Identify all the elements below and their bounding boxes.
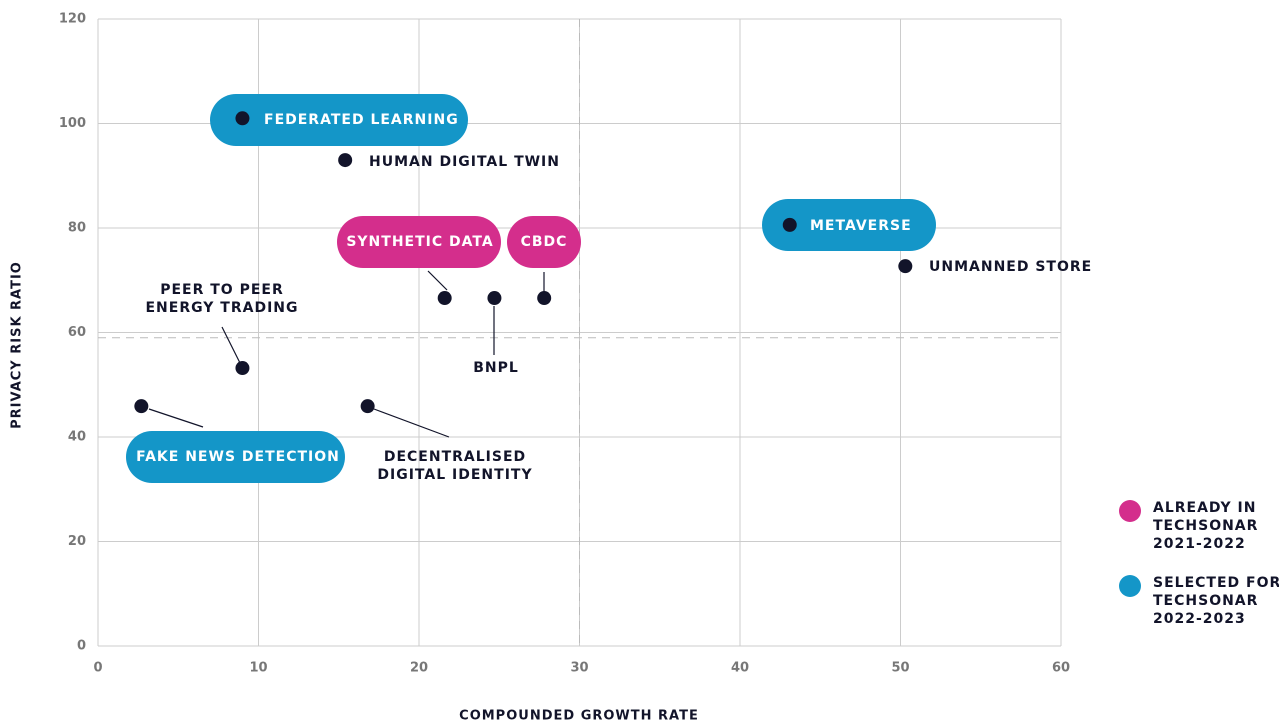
x-tick-label: 0 xyxy=(93,661,102,676)
legend-label: ALREADY IN xyxy=(1153,500,1256,516)
point xyxy=(360,399,375,414)
leader-line xyxy=(221,326,241,364)
point xyxy=(487,291,502,306)
legend-label: TECHSONAR xyxy=(1153,593,1258,609)
point-label: UNMANNED STORE xyxy=(929,259,1092,275)
point-label: CBDC xyxy=(521,234,568,250)
point xyxy=(338,153,353,168)
point xyxy=(898,259,913,274)
legend-label: TECHSONAR xyxy=(1153,518,1258,534)
legend-label: 2022-2023 xyxy=(1153,611,1246,627)
label-pill xyxy=(337,216,501,268)
y-axis-title: PRIVACY RISK RATIO xyxy=(10,261,25,429)
x-tick-label: 50 xyxy=(891,661,909,676)
y-tick-label: 20 xyxy=(68,534,86,549)
y-tick-label: 60 xyxy=(68,325,86,340)
legend-swatch xyxy=(1119,500,1141,522)
x-tick-label: 40 xyxy=(731,661,749,676)
legend-swatch xyxy=(1119,575,1141,597)
point-label: METAVERSE xyxy=(810,218,912,234)
point xyxy=(437,291,452,306)
x-tick-label: 20 xyxy=(410,661,428,676)
point-label: DIGITAL IDENTITY xyxy=(377,467,532,483)
point xyxy=(235,111,250,126)
label-pill xyxy=(210,94,468,146)
point-label: HUMAN DIGITAL TWIN xyxy=(369,154,560,170)
point-label: DECENTRALISED xyxy=(384,449,526,465)
point-label: BNPL xyxy=(473,360,519,376)
point xyxy=(782,217,797,232)
x-tick-label: 30 xyxy=(570,661,588,676)
point-label: ENERGY TRADING xyxy=(145,300,298,316)
label-pill xyxy=(507,216,581,268)
leader-line xyxy=(373,408,450,438)
y-tick-label: 80 xyxy=(68,221,86,236)
y-tick-label: 40 xyxy=(68,430,86,445)
point-label: PEER TO PEER xyxy=(160,282,284,298)
leader-line xyxy=(427,270,448,291)
legend-label: 2021-2022 xyxy=(1153,536,1246,552)
point-label: FAKE NEWS DETECTION xyxy=(136,449,340,465)
x-tick-label: 10 xyxy=(249,661,267,676)
point-label: FEDERATED LEARNING xyxy=(264,112,459,128)
y-tick-label: 0 xyxy=(77,639,86,654)
y-tick-label: 120 xyxy=(59,12,86,27)
y-tick-label: 100 xyxy=(59,116,86,131)
leader-line xyxy=(148,408,204,428)
legend-label: SELECTED FOR xyxy=(1153,575,1279,591)
label-pill xyxy=(126,431,345,483)
x-tick-label: 60 xyxy=(1052,661,1070,676)
point-label: SYNTHETIC DATA xyxy=(346,234,493,250)
x-axis-title: COMPOUNDED GROWTH RATE xyxy=(459,709,699,722)
label-pill xyxy=(762,199,936,251)
point xyxy=(537,291,552,306)
point xyxy=(235,361,250,376)
point xyxy=(134,399,149,414)
